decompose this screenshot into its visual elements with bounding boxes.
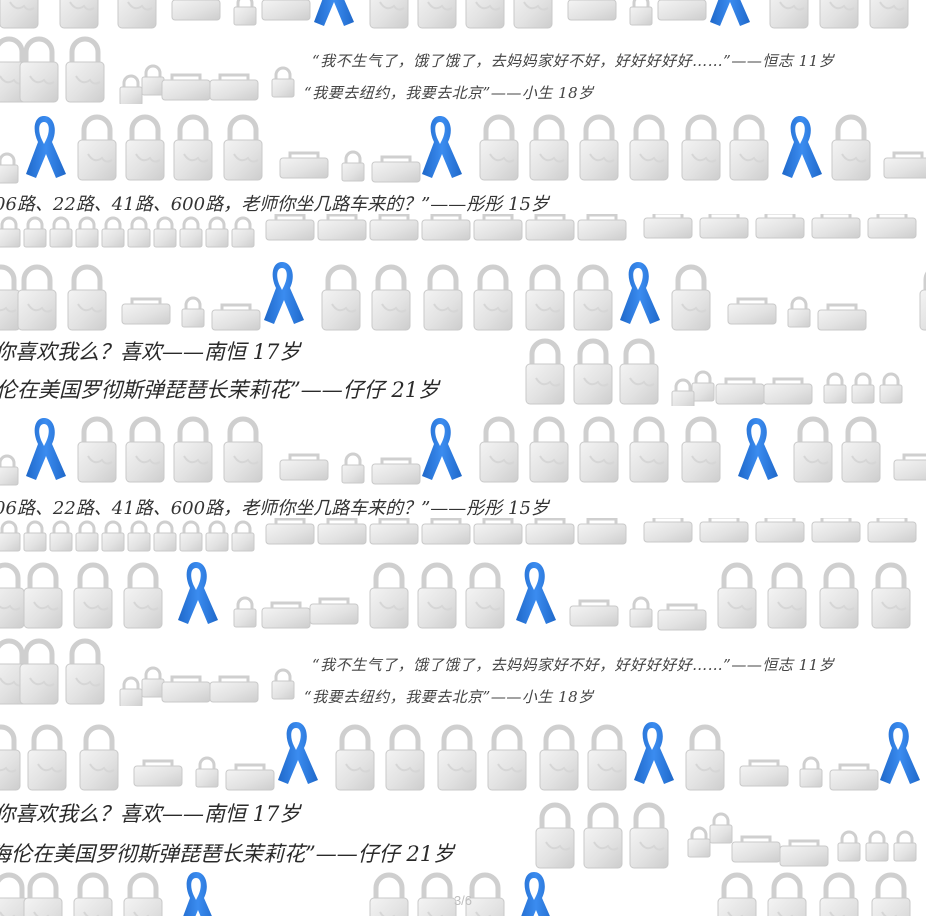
icon-row-ribbons-2: [0, 256, 926, 332]
icon-row-ribbons-3: [0, 410, 926, 486]
quote-zaizai-a: 伦在美国罗彻斯弹琵琶长茉莉花”——仔仔 21岁: [0, 378, 440, 402]
quote-nanheng-a: 你喜欢我么？喜欢——南恒 17岁: [0, 340, 301, 364]
icon-row-ribbons-5: [0, 716, 926, 792]
quote-tongtong: 06路、22路、41路、600路，老师你坐几路车来的？”——彤彤 15岁: [0, 194, 549, 215]
quote-nanheng-b: 你喜欢我么？喜欢——南恒 17岁: [0, 802, 301, 826]
quote-hengzhi-repeat: “我不生气了，饿了饿了，去妈妈家好不好，好好好好好……”——恒志 11岁: [312, 656, 835, 674]
icon-row-top: [0, 0, 926, 30]
quote-zaizai-b: 海伦在美国罗彻斯弹琵琶长茉莉花”——仔仔 21岁: [0, 842, 455, 866]
icon-row-small-locks-2: [0, 518, 926, 554]
quote-tongtong-repeat: 06路、22路、41路、600路，老师你坐几路车来的？”——彤彤 15岁: [0, 498, 549, 519]
icon-row-bottom: [0, 868, 926, 916]
quote-xiaosheng: “我要去纽约，我要去北京”——小生 18岁: [304, 84, 594, 102]
icon-row-ribbons-4: [0, 556, 926, 632]
page-indicator: 3/6: [453, 893, 473, 908]
icon-row-ribbons-1: [0, 108, 926, 184]
quote-xiaosheng-repeat: “我要去纽约，我要去北京”——小生 18岁: [304, 688, 594, 706]
icon-row-locks-4: [530, 798, 926, 870]
quote-hengzhi: “我不生气了，饿了饿了，去妈妈家好不好，好好好好好……”——恒志 11岁: [312, 52, 835, 70]
icon-row-small-locks-1: [0, 214, 926, 250]
icon-row-locks-2: [520, 334, 926, 406]
